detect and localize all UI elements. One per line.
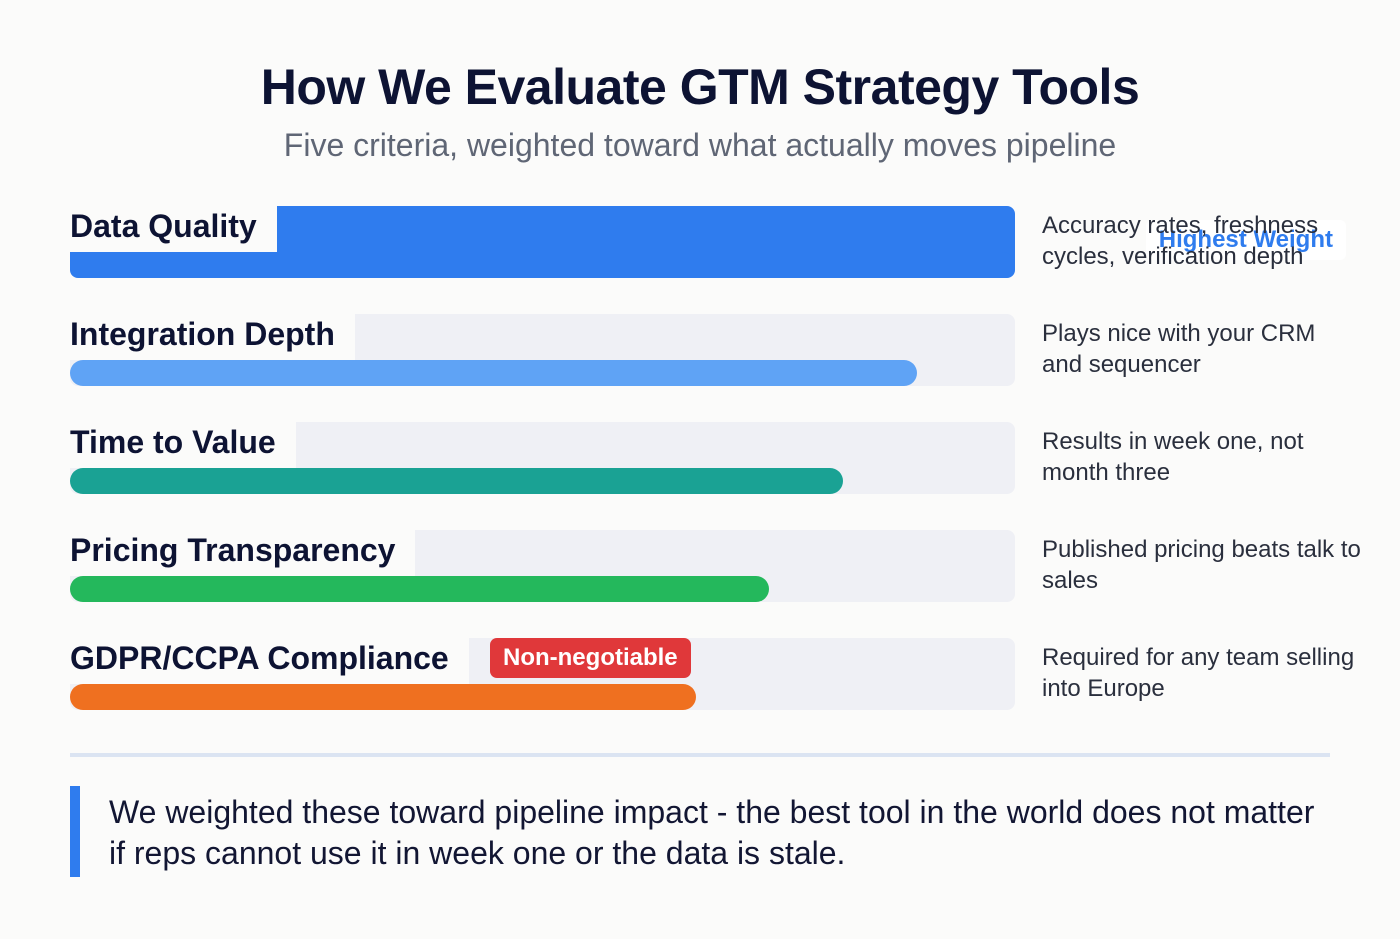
page-title: How We Evaluate GTM Strategy Tools xyxy=(260,59,1140,115)
criterion-description: Plays nice with your CRM and sequencer xyxy=(1042,320,1316,378)
criterion-description: Required for any team selling into Europ… xyxy=(1042,644,1355,702)
criterion-label: Time to Value xyxy=(70,424,276,460)
quote-accent-bar xyxy=(70,786,80,877)
criterion-description: Accuracy rates, freshness cycles, verifi… xyxy=(1042,212,1319,270)
bar-fill xyxy=(70,576,769,602)
criterion-label: Pricing Transparency xyxy=(70,532,396,568)
bar-fill xyxy=(70,684,696,710)
bar-fill xyxy=(70,360,917,386)
criterion-row-time-to-value: Time to Value Results in week one, not m… xyxy=(70,422,1360,494)
footer-quote: We weighted these toward pipeline impact… xyxy=(109,794,1315,871)
criterion-label: Integration Depth xyxy=(70,316,335,352)
highest-weight-badge: Highest Weight xyxy=(1145,220,1346,260)
criterion-label: GDPR/CCPA Compliance xyxy=(70,640,449,676)
non-negotiable-badge: Non-negotiable xyxy=(490,638,691,678)
criterion-row-data-quality: Data Quality Highest Weight Accuracy rat… xyxy=(70,206,1360,278)
page-subtitle: Five criteria, weighted toward what actu… xyxy=(283,127,1117,163)
criterion-row-integration-depth: Integration Depth Plays nice with your C… xyxy=(70,314,1360,386)
bar-fill xyxy=(70,252,1015,278)
criterion-label: Data Quality xyxy=(70,208,257,244)
criterion-row-gdpr-ccpa: GDPR/CCPA Compliance Non-negotiable Requ… xyxy=(70,638,1360,710)
section-divider xyxy=(70,753,1330,757)
criterion-row-pricing-transparency: Pricing Transparency Published pricing b… xyxy=(70,530,1361,602)
criterion-description: Published pricing beats talk to sales xyxy=(1042,536,1361,594)
bar-fill xyxy=(70,468,843,494)
criterion-description: Results in week one, not month three xyxy=(1042,428,1304,486)
